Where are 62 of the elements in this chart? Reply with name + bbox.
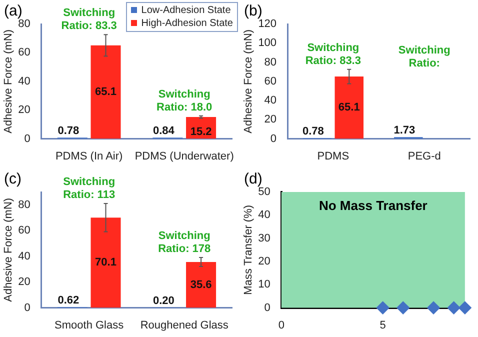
annotation: Switching Ratio: 178 bbox=[158, 230, 211, 256]
y-tick-label: 20 bbox=[258, 256, 270, 268]
y-tick-label: 40 bbox=[18, 75, 30, 88]
y-tick-label: 120 bbox=[258, 18, 277, 30]
y-tick-label: 80 bbox=[18, 18, 30, 30]
y-tick-label: 80 bbox=[264, 56, 277, 68]
data-label: 1.73 bbox=[394, 124, 416, 137]
data-label: 65.1 bbox=[338, 102, 360, 114]
chart-title: (a) bbox=[4, 2, 22, 20]
annotation: Switching Ratio: 83.3 bbox=[305, 42, 361, 67]
y-tick-label: 50 bbox=[258, 186, 270, 198]
y-axis-title: Adhesive Force (mN) bbox=[242, 29, 255, 134]
y-tick-label: 30 bbox=[258, 232, 270, 244]
chart-title: (c) bbox=[4, 170, 22, 188]
annotation: Switching Ratio: bbox=[398, 44, 450, 70]
bar bbox=[90, 218, 121, 308]
x-tick-label: Roughened Glass bbox=[140, 319, 229, 332]
bar bbox=[186, 262, 216, 308]
y-axis-title: Adhesive Force (mN) bbox=[2, 198, 15, 302]
y-tick-label: 0 bbox=[270, 132, 277, 145]
data-label: 0.84 bbox=[152, 125, 176, 138]
x-tick-label: PEG-d bbox=[408, 150, 441, 162]
y-tick-label: 0 bbox=[24, 302, 30, 314]
y-axis-title: Adhesive Force (mN) bbox=[2, 29, 15, 134]
data-label: 70.1 bbox=[95, 256, 116, 269]
y-tick-label: 60 bbox=[18, 46, 30, 59]
annotation: Switching Ratio: 113 bbox=[63, 176, 116, 201]
y-tick-label: 80 bbox=[18, 198, 30, 211]
y-tick-label: 40 bbox=[264, 94, 277, 107]
x-tick-label: 5 bbox=[380, 319, 386, 332]
data-label: 15.2 bbox=[190, 126, 212, 138]
chart-title: (d) bbox=[244, 170, 262, 188]
y-tick-label: 20 bbox=[264, 114, 277, 126]
y-tick-label: 20 bbox=[18, 276, 30, 288]
data-label: 65.1 bbox=[95, 86, 116, 98]
y-axis-title: Mass Transfer (%) bbox=[242, 204, 255, 295]
x-tick-label: Smooth Glass bbox=[54, 319, 124, 332]
data-label: 0.20 bbox=[152, 295, 174, 308]
bar bbox=[334, 76, 364, 139]
annotation: Switching Ratio: 83.3 bbox=[61, 7, 117, 32]
y-tick-label: 40 bbox=[18, 250, 30, 262]
x-tick-label: PDMS (In Air) bbox=[55, 150, 123, 162]
legend-label: High-Adhesion State bbox=[141, 18, 233, 29]
y-tick-label: 40 bbox=[258, 209, 270, 222]
bar bbox=[90, 45, 121, 139]
annotation: Switching Ratio: 18.0 bbox=[156, 88, 212, 114]
data-label: 0.78 bbox=[58, 125, 80, 138]
band-label: No Mass Transfer bbox=[318, 198, 428, 214]
x-tick-label: PDMS bbox=[317, 150, 350, 162]
y-tick-label: 0 bbox=[24, 132, 30, 145]
y-tick-label: 10 bbox=[258, 278, 270, 291]
y-tick-label: 20 bbox=[18, 104, 30, 116]
y-tick-label: 100 bbox=[258, 37, 277, 50]
y-tick-label: 0 bbox=[264, 302, 270, 314]
data-label: 0.62 bbox=[58, 294, 80, 307]
legend-label: Low-Adhesion State bbox=[141, 5, 231, 16]
y-tick-label: 60 bbox=[18, 224, 30, 237]
chart-title: (b) bbox=[244, 2, 262, 20]
data-label: 0.78 bbox=[302, 126, 324, 138]
y-tick-label: 60 bbox=[264, 75, 277, 88]
x-tick-label: PDMS (Underwater) bbox=[134, 150, 234, 162]
data-label: 35.6 bbox=[190, 278, 212, 291]
